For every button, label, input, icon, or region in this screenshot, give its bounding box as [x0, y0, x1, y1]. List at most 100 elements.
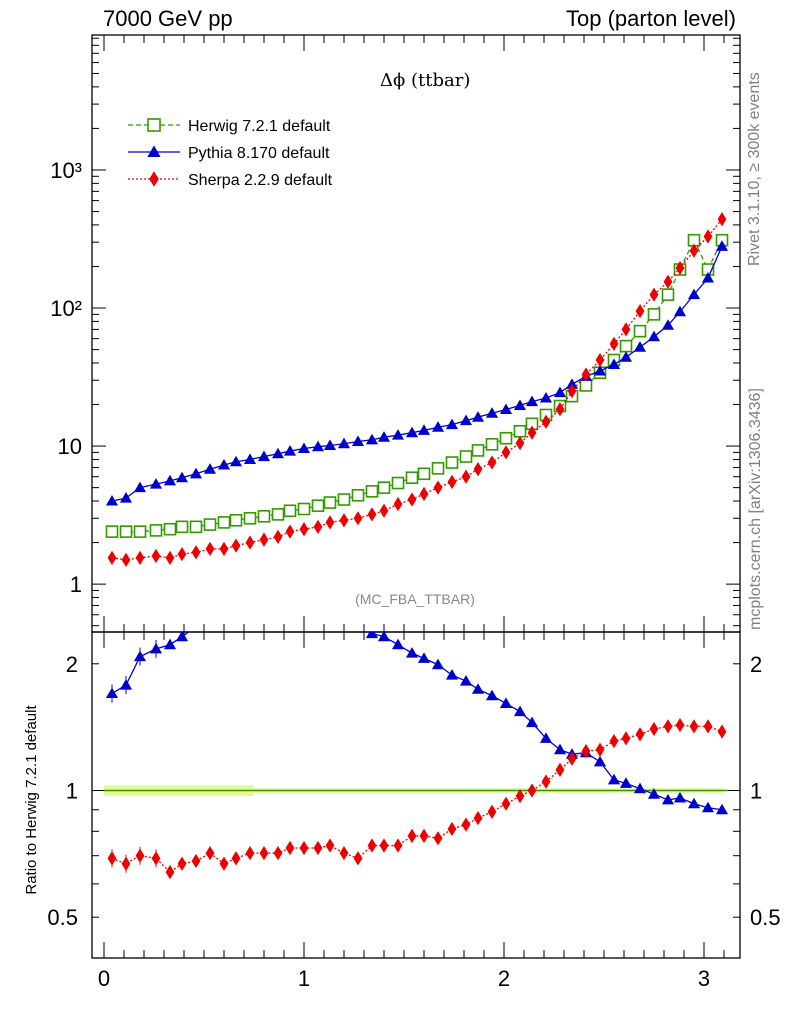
data-point [272, 600, 284, 611]
data-point [459, 414, 473, 426]
data-point [175, 471, 189, 483]
data-point [135, 848, 145, 863]
data-point [485, 407, 499, 418]
data-point [165, 550, 175, 566]
data-point [717, 212, 727, 227]
ratio-uncertainty-band [104, 785, 728, 797]
data-point [119, 492, 133, 503]
data-point [313, 519, 323, 534]
data-point [165, 864, 175, 880]
data-point [619, 339, 633, 353]
data-point [419, 828, 429, 844]
data-point [151, 548, 161, 564]
data-point [689, 243, 699, 258]
data-point [313, 840, 323, 856]
data-point [338, 614, 350, 625]
data-point [163, 522, 177, 536]
data-point [647, 330, 661, 342]
data-point [259, 532, 269, 547]
data-point [259, 845, 269, 861]
data-point [703, 719, 713, 734]
data-point [379, 503, 389, 518]
x-tick-label: 3 [698, 966, 710, 991]
data-point [459, 450, 473, 463]
data-point [230, 606, 242, 617]
data-point [473, 810, 483, 826]
main-y-tick-label: 10² [50, 296, 82, 321]
data-point [377, 431, 391, 442]
data-point [445, 418, 459, 430]
data-point [285, 840, 295, 856]
series-line [112, 238, 723, 533]
data-point [283, 504, 297, 518]
data-point [219, 541, 229, 557]
data-point [311, 440, 325, 452]
data-point [312, 604, 324, 615]
header-left: 7000 GeV pp [103, 6, 233, 31]
data-point [647, 308, 661, 321]
data-point [593, 364, 607, 376]
data-point [339, 513, 349, 528]
data-point [391, 429, 405, 440]
data-point [151, 851, 161, 866]
data-point [621, 322, 631, 337]
data-point [539, 391, 553, 403]
data-point [405, 426, 419, 438]
data-point [229, 455, 243, 467]
data-point [229, 513, 243, 527]
main-series-group [105, 212, 729, 567]
data-point [525, 395, 539, 407]
data-point [339, 845, 349, 861]
data-point [471, 444, 485, 457]
data-point [593, 755, 607, 767]
data-point [311, 499, 325, 512]
data-point [487, 455, 497, 470]
data-point [515, 436, 525, 451]
x-tick-label: 2 [498, 966, 510, 991]
ratio-series-pythia [105, 600, 729, 815]
data-point [445, 456, 459, 469]
data-point [701, 801, 715, 813]
data-point [365, 632, 379, 639]
data-point [553, 743, 567, 755]
ratio-line [111, 724, 723, 873]
data-point [177, 546, 187, 562]
data-point [133, 650, 147, 662]
data-point [635, 303, 645, 319]
data-point [205, 845, 215, 861]
data-point [635, 727, 645, 742]
data-point [419, 486, 429, 502]
data-point [325, 515, 335, 530]
data-point [461, 469, 471, 484]
data-point [189, 520, 203, 534]
data-point [299, 840, 309, 856]
ratio-y-tick-label-right: 1 [750, 779, 762, 804]
data-point [461, 817, 471, 832]
data-point [675, 260, 685, 276]
data-point [661, 319, 675, 330]
data-point [271, 508, 285, 521]
data-point [297, 442, 311, 454]
data-point [231, 538, 241, 553]
data-point [701, 271, 715, 283]
data-point [619, 777, 633, 788]
data-point [105, 525, 119, 538]
data-point [218, 609, 230, 620]
data-point [177, 856, 187, 871]
data-point [149, 524, 163, 537]
data-point [525, 716, 539, 728]
data-point [135, 550, 145, 566]
data-point [445, 669, 459, 680]
legend-label: Sherpa 2.2.9 default [188, 172, 333, 189]
data-point [447, 474, 457, 490]
data-point [299, 522, 309, 537]
data-point [487, 804, 497, 819]
data-point [191, 853, 201, 869]
data-point [527, 783, 537, 798]
data-point [133, 525, 147, 538]
data-point [499, 431, 513, 445]
data-point [595, 352, 605, 368]
data-point [633, 324, 647, 338]
main-y-axis: 1 10 10² 10³ [50, 37, 740, 627]
data-point [163, 638, 177, 650]
